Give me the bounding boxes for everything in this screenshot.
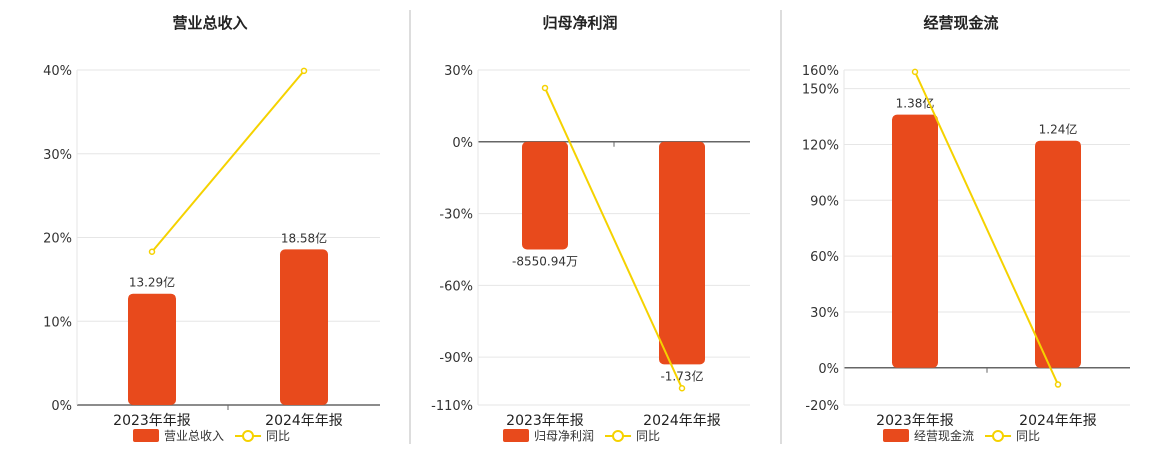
y-tick-label: -110% xyxy=(431,399,473,414)
chart-title: 经营现金流 xyxy=(923,14,998,32)
bar xyxy=(659,141,705,365)
yoy-point xyxy=(678,385,686,392)
bar xyxy=(280,249,328,405)
legend-label-bar: 经营现金流 xyxy=(914,428,974,443)
bar-value-label: 1.38亿 xyxy=(896,96,935,111)
y-tick-label: -30% xyxy=(439,208,473,223)
yoy-line xyxy=(914,71,1059,385)
y-tick-label: 90% xyxy=(810,194,839,209)
legend-swatch-bar xyxy=(503,429,529,442)
y-tick-label: 60% xyxy=(810,250,839,265)
category-label: 2023年年报 xyxy=(876,413,954,429)
y-tick-label: 30% xyxy=(444,64,473,79)
legend-marker-yoy xyxy=(992,430,1004,442)
yoy-point xyxy=(541,84,549,92)
category-label: 2024年年报 xyxy=(265,413,343,429)
bar xyxy=(128,293,176,405)
yoy-line xyxy=(151,70,305,253)
bar xyxy=(522,141,568,250)
legend-label-yoy: 同比 xyxy=(636,429,660,443)
y-tick-label: -20% xyxy=(805,399,839,414)
yoy-point xyxy=(148,248,156,255)
category-label: 2024年年报 xyxy=(643,413,721,429)
y-tick-label: 0% xyxy=(818,362,839,377)
chart-panel-2: 归母净利润 30% 0% -30% -60% -90% -110% -8550.94万 2023… xyxy=(431,14,750,443)
y-tick-label: 0% xyxy=(51,399,72,414)
y-tick-label: 150% xyxy=(802,83,839,98)
y-tick-label: 30% xyxy=(43,148,72,163)
y-tick-label: 30% xyxy=(810,306,839,321)
legend-label-yoy: 同比 xyxy=(266,429,290,443)
legend-label-bar: 营业总收入 xyxy=(164,429,224,443)
chart-panel-3: 经营现金流 160% 150% 120% 90% 60% 30% 0% -20% 1.38亿 202… xyxy=(802,14,1130,443)
yoy-point xyxy=(911,68,919,76)
y-tick-label: -90% xyxy=(439,351,473,366)
category-label: 2023年年报 xyxy=(113,413,191,429)
yoy-line xyxy=(544,87,683,389)
chart-title: 营业总收入 xyxy=(172,14,247,32)
y-tick-label: 10% xyxy=(43,315,72,330)
y-tick-label: 0% xyxy=(452,136,473,151)
legend-label-yoy: 同比 xyxy=(1016,429,1040,443)
bar xyxy=(892,114,938,368)
legend-swatch-bar xyxy=(133,429,159,442)
y-tick-label: 160% xyxy=(802,64,839,79)
y-tick-label: 20% xyxy=(43,232,72,247)
legend-marker-yoy xyxy=(242,430,254,442)
legend-swatch-bar xyxy=(883,429,909,442)
bar-value-label: 18.58亿 xyxy=(281,230,327,245)
legend-marker-yoy xyxy=(612,430,624,442)
chart-panel-1: 营业总收入 0% 10% 20% 30% 40% 13.29亿 2023年年报 18.58亿 20… xyxy=(43,14,380,443)
bar-value-label: 13.29亿 xyxy=(129,275,175,290)
category-label: 2024年年报 xyxy=(1019,413,1097,429)
bar xyxy=(1035,140,1081,368)
y-tick-label: 120% xyxy=(802,138,839,153)
y-tick-label: -60% xyxy=(439,279,473,294)
y-tick-label: 40% xyxy=(43,64,72,79)
yoy-point xyxy=(300,67,308,75)
category-label: 2023年年报 xyxy=(506,413,584,429)
bar-value-label: 1.24亿 xyxy=(1039,122,1078,137)
bar-value-label: -1.73亿 xyxy=(660,368,703,383)
legend-label-bar: 归母净利润 xyxy=(534,429,594,443)
chart-title: 归母净利润 xyxy=(542,14,617,32)
bar-value-label: -8550.94万 xyxy=(512,254,578,268)
yoy-point xyxy=(1054,381,1062,388)
